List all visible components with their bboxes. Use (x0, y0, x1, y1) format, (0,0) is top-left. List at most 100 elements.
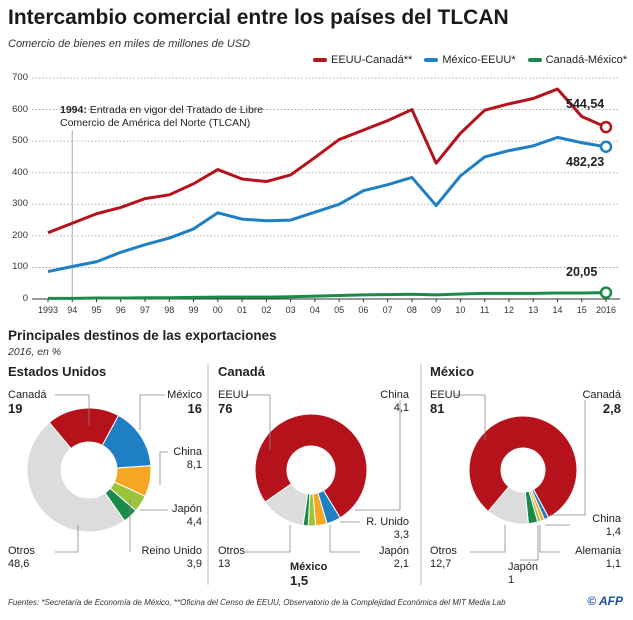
leader-line (550, 400, 586, 516)
label-ca-otros: Otros 13 (218, 545, 245, 570)
end-marker (599, 286, 613, 299)
x-tick-label: 02 (261, 305, 272, 315)
x-tick-label: 12 (503, 305, 514, 315)
donut-slice-eeuu (468, 415, 578, 519)
y-tick-label: 500 (12, 135, 28, 147)
page-subtitle: Comercio de bienes en miles de millones … (8, 38, 251, 50)
x-tick-label: 01 (237, 305, 248, 315)
donut-slice-eeuu (254, 413, 368, 519)
label-mx-alemania: Alemania 1,1 (575, 545, 621, 570)
x-tick-label: 15 (576, 305, 587, 315)
legend-swatch (424, 58, 439, 63)
y-tick-label: 700 (12, 72, 28, 83)
x-tick-label: 06 (358, 305, 369, 315)
x-tick-label: 04 (309, 305, 320, 315)
label-us-reino-unido: Reino Unido 3,9 (141, 545, 202, 570)
donut-slice-otros (264, 483, 309, 526)
x-tick-label: 09 (431, 305, 442, 315)
series-line-1 (47, 135, 607, 274)
section-subtitle: 2016, en % (8, 346, 62, 358)
y-tick-label: 400 (12, 166, 28, 178)
x-tick-label: 1993 (37, 305, 59, 315)
legend-label: México-EEUU* (442, 54, 516, 66)
leader-line (139, 394, 165, 430)
x-tick-label: 98 (164, 305, 175, 315)
y-tick-label: 300 (12, 198, 28, 210)
leader-line (329, 525, 360, 553)
label-mx-eeuu: EEUU 81 (430, 389, 461, 416)
label-us-canada: Canadá 19 (8, 389, 47, 416)
x-tick-label: 14 (552, 305, 563, 315)
x-tick-label: 94 (67, 305, 78, 315)
x-tick-label: 03 (285, 305, 296, 315)
chart-annotation: 1994: Entrada en vigor del Tratado de Li… (60, 104, 263, 130)
legend-item: EEUU-Canadá** (312, 54, 413, 66)
donut-slice-otros (487, 486, 529, 525)
panel-title-mexico: México (430, 364, 475, 379)
section-title: Principales destinos de las exportacione… (8, 328, 277, 343)
leader-line (159, 451, 168, 485)
label-ca-reino-unido: R. Unido 3,3 (366, 516, 409, 541)
leader-line (455, 394, 486, 440)
label-us-japon: Japón 4,4 (172, 503, 202, 528)
leader-line (520, 525, 539, 561)
end-marker (599, 140, 613, 154)
end-value-label: 482,23 (566, 154, 605, 169)
sources-footer: Fuentes: *Secretaría de Economía de Méxi… (8, 598, 506, 607)
label-ca-china: China 4,1 (380, 389, 409, 414)
end-value-label: 544,54 (566, 97, 605, 112)
legend-item: Canadá-México* (527, 54, 627, 66)
x-tick-label: 13 (528, 305, 539, 315)
series-line-2 (48, 291, 607, 300)
afp-logo: © AFP (587, 594, 623, 608)
chart-legend: EEUU-Canadá** México-EEUU* Canadá-México… (312, 54, 627, 66)
x-tick-label: 08 (406, 305, 417, 315)
label-mx-japon: Japón 1 (508, 561, 538, 586)
x-tick-label: 10 (455, 305, 466, 315)
leader-line (539, 525, 560, 553)
label-ca-mexico: México 1,5 (290, 561, 328, 588)
legend-swatch (527, 58, 542, 63)
label-ca-eeuu: EEUU 76 (218, 389, 249, 416)
panel-title-us: Estados Unidos (8, 364, 107, 379)
annotation-text: Entrada en vigor del Tratado de Libre (86, 104, 264, 116)
donut-slice-otros (26, 421, 126, 533)
end-value-label: 20,05 (566, 264, 598, 279)
leader-line (55, 525, 79, 553)
legend-label: EEUU-Canadá** (330, 54, 413, 66)
panel-title-canada: Canadá (218, 364, 265, 379)
y-tick-label: 600 (12, 103, 28, 115)
y-tick-label: 200 (12, 229, 28, 241)
x-tick-label: 97 (140, 305, 151, 315)
x-tick-label: 96 (115, 305, 126, 315)
x-tick-label: 07 (382, 305, 393, 315)
leader-line (55, 394, 90, 425)
label-ca-japon: Japón 2,1 (379, 545, 409, 570)
y-tick-label: 100 (12, 261, 28, 273)
legend-label: Canadá-México* (545, 54, 627, 66)
x-tick-label: 00 (212, 305, 223, 315)
series-line-0 (47, 87, 607, 235)
leader-line (355, 400, 401, 511)
annotation-year: 1994: (60, 104, 87, 116)
y-tick-label: 0 (22, 293, 28, 304)
x-tick-label: 05 (334, 305, 345, 315)
legend-swatch (312, 58, 327, 63)
label-mx-canada: Canadá 2,8 (582, 389, 621, 416)
x-tick-label: 11 (480, 305, 490, 315)
end-marker (599, 120, 613, 134)
leader-line (245, 394, 271, 450)
label-mx-otros: Otros 12,7 (430, 545, 457, 570)
legend-item: México-EEUU* (424, 54, 516, 66)
x-tick-label: 99 (188, 305, 199, 315)
annotation-text-2: Comercio de América del Norte (TLCAN) (60, 117, 251, 129)
leader-line (470, 525, 506, 553)
x-tick-label: 2016 (595, 305, 617, 315)
page-title: Intercambio comercial entre los países d… (8, 6, 509, 29)
leader-line (245, 525, 291, 553)
label-us-otros: Otros 48,6 (8, 545, 35, 570)
label-mx-china: China 1,4 (592, 513, 621, 538)
label-us-china: China 8,1 (173, 446, 202, 471)
